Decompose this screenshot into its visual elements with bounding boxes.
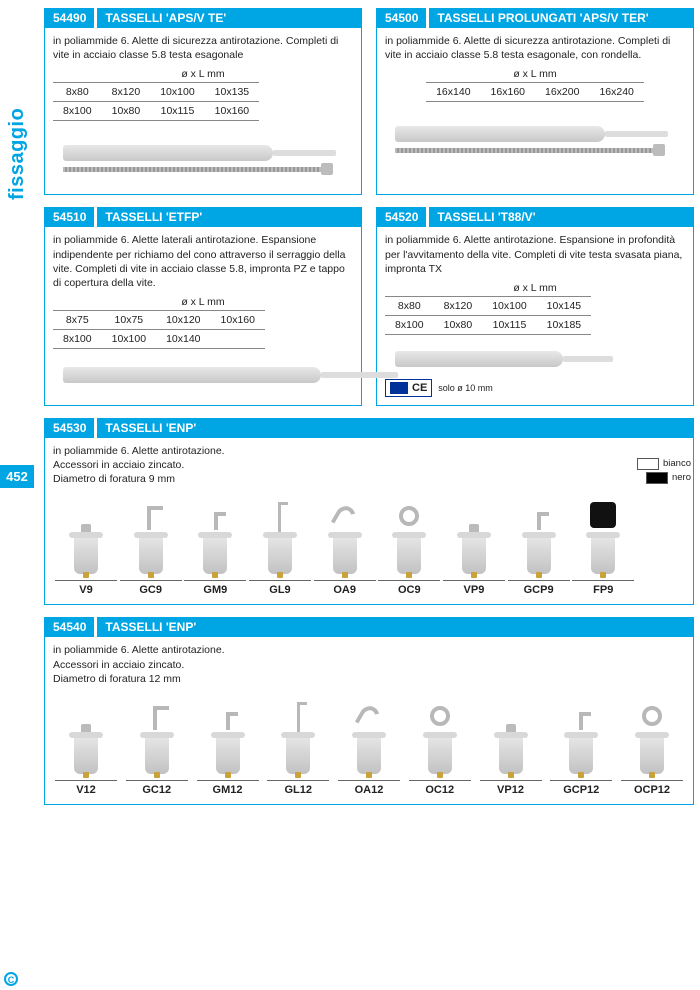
color-swatches: bianco nero bbox=[637, 458, 691, 486]
ce-badge: CE bbox=[385, 379, 432, 397]
product-desc: in poliammide 6. Alette laterali antirot… bbox=[53, 233, 353, 290]
product-code: 54530 bbox=[45, 418, 97, 438]
product-code: 54520 bbox=[377, 207, 429, 227]
ce-row: CE solo ø 10 mm bbox=[385, 379, 685, 397]
size-table: 16x14016x16016x20016x240 bbox=[426, 82, 644, 102]
product-title: TASSELLI 'ENP' bbox=[97, 418, 693, 438]
product-code: 54510 bbox=[45, 207, 97, 227]
product-desc: in poliammide 6. Alette di sicurezza ant… bbox=[385, 34, 685, 62]
eu-flag-icon bbox=[390, 382, 408, 394]
product-title: TASSELLI 'ENP' bbox=[97, 617, 693, 637]
size-table: 8x7510x7510x12010x160 8x10010x10010x140 bbox=[53, 310, 265, 349]
product-image bbox=[53, 359, 353, 391]
page-number: 452 bbox=[0, 465, 34, 488]
item-row: V12 GC12 GM12 GL12 OA12 OC12 VP12 GCP12 … bbox=[53, 696, 685, 796]
product-code: 54500 bbox=[377, 8, 429, 28]
product-code: 54490 bbox=[45, 8, 97, 28]
size-table: 8x808x12010x10010x145 8x10010x8010x11510… bbox=[385, 296, 591, 335]
product-card-54490: 54490 TASSELLI 'APS/V TE' in poliammide … bbox=[44, 8, 362, 195]
product-card-54510: 54510 TASSELLI 'ETFP' in poliammide 6. A… bbox=[44, 207, 362, 406]
dim-header: ø x L mm bbox=[385, 282, 685, 294]
product-image bbox=[385, 112, 685, 167]
ce-mark: CE bbox=[412, 382, 427, 394]
product-image bbox=[385, 345, 685, 373]
product-desc: in poliammide 6. Alette antirotazione. A… bbox=[53, 643, 685, 686]
product-image bbox=[53, 131, 353, 186]
product-code: 54540 bbox=[45, 617, 97, 637]
product-desc: in poliammide 6. Alette di sicurezza ant… bbox=[53, 34, 353, 62]
ce-note: solo ø 10 mm bbox=[438, 383, 493, 393]
product-desc: in poliammide 6. Alette antirotazione. A… bbox=[53, 444, 685, 487]
product-card-54530: 54530 TASSELLI 'ENP' in poliammide 6. Al… bbox=[44, 418, 694, 606]
brand-logo: C bbox=[4, 972, 18, 986]
size-table: 8x808x12010x10010x135 8x10010x8010x11510… bbox=[53, 82, 259, 121]
product-title: TASSELLI 'ETFP' bbox=[97, 207, 361, 227]
section-label: fissaggio bbox=[6, 108, 29, 200]
product-title: TASSELLI PROLUNGATI 'APS/V TER' bbox=[429, 8, 693, 28]
product-title: TASSELLI 'T88/V' bbox=[429, 207, 693, 227]
product-card-54540: 54540 TASSELLI 'ENP' in poliammide 6. Al… bbox=[44, 617, 694, 805]
swatch-black bbox=[646, 472, 668, 484]
product-card-54520: 54520 TASSELLI 'T88/V' in poliammide 6. … bbox=[376, 207, 694, 406]
product-title: TASSELLI 'APS/V TE' bbox=[97, 8, 361, 28]
swatch-white bbox=[637, 458, 659, 470]
dim-header: ø x L mm bbox=[53, 68, 353, 80]
dim-header: ø x L mm bbox=[385, 68, 685, 80]
page-content: 54490 TASSELLI 'APS/V TE' in poliammide … bbox=[44, 8, 694, 805]
item-row: V9 GC9 GM9 GL9 OA9 OC9 VP9 GCP9 FP9 bbox=[53, 496, 685, 596]
dim-header: ø x L mm bbox=[53, 296, 353, 308]
product-card-54500: 54500 TASSELLI PROLUNGATI 'APS/V TER' in… bbox=[376, 8, 694, 195]
product-desc: in poliammide 6. Alette antirotazione. E… bbox=[385, 233, 685, 276]
